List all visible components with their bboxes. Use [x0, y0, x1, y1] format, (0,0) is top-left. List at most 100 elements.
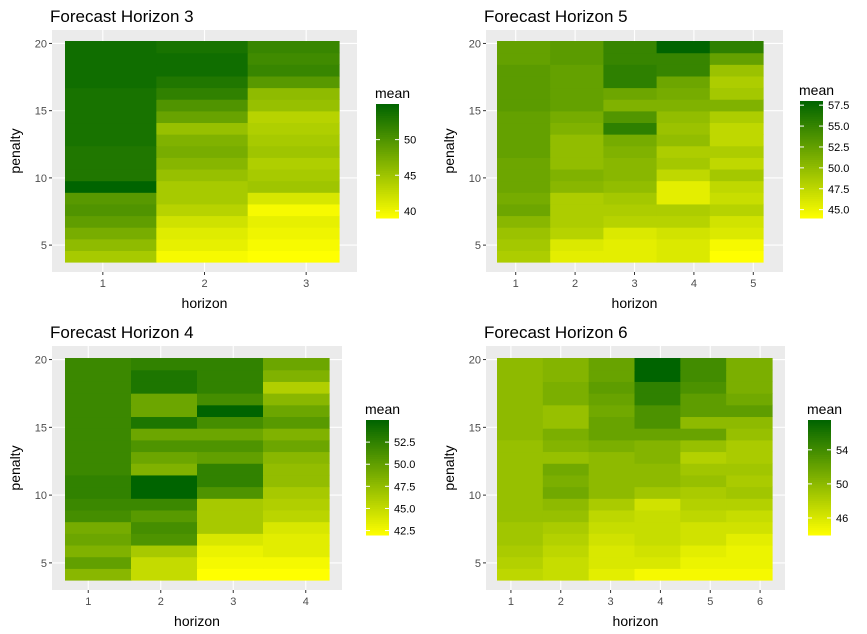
heatmap-cell: [156, 180, 249, 193]
heatmap-cell: [197, 486, 264, 499]
heatmap-cell: [156, 145, 249, 158]
heatmap-cell: [263, 544, 330, 558]
legend-colorbar-segment: [366, 450, 389, 454]
legend-colorbar-segment: [808, 423, 831, 427]
legend-colorbar-segment: [808, 462, 831, 465]
legend-colorbar-segment: [376, 134, 399, 137]
heatmap-cell: [247, 227, 340, 240]
heatmap-cell: [263, 474, 330, 488]
legend-colorbar-segment: [376, 212, 399, 215]
heatmap-cell: [497, 428, 544, 441]
heatmap-cell: [197, 358, 264, 371]
y-tick-label: 5: [475, 240, 481, 252]
heatmap-cell: [603, 110, 658, 124]
legend-colorbar-segment: [376, 166, 399, 170]
heatmap-cell: [497, 381, 544, 394]
y-tick-label: 15: [469, 106, 481, 118]
legend-colorbar-segment: [800, 159, 823, 162]
heatmap-cell: [156, 227, 249, 240]
y-tick-label: 15: [469, 422, 481, 434]
legend-colorbar-segment: [808, 527, 831, 530]
legend-colorbar-segment: [366, 513, 389, 517]
heatmap-cell: [726, 509, 773, 523]
legend-colorbar-segment: [800, 140, 823, 143]
heatmap-cell: [550, 64, 604, 77]
legend-colorbar-segment: [808, 521, 831, 524]
heatmap-cell: [588, 369, 636, 382]
y-tick-label: 5: [41, 240, 47, 252]
legend-colorbar-segment: [376, 174, 399, 177]
heatmap-cell: [709, 250, 764, 263]
heatmap-cell: [588, 533, 636, 546]
legend-colorbar-segment: [808, 525, 831, 528]
legend-colorbar-segment: [808, 446, 831, 450]
heatmap-cell: [603, 99, 658, 112]
heatmap-cell: [680, 439, 727, 453]
heatmap-cell: [65, 474, 132, 488]
heatmap-cell: [550, 157, 604, 170]
legend-tick-label: 57.5: [828, 100, 849, 112]
legend-colorbar-segment: [800, 204, 823, 207]
legend-tick-label: 55.0: [828, 121, 849, 133]
heatmap-cell: [497, 404, 544, 418]
legend-colorbar-segment: [376, 147, 399, 151]
y-axis-label: penalty: [7, 128, 23, 173]
heatmap-cell: [726, 393, 773, 406]
legend-colorbar-segment: [376, 132, 399, 135]
heatmap-cell: [131, 439, 198, 453]
heatmap-cell: [131, 451, 198, 464]
heatmap-cell: [550, 41, 604, 54]
heatmap-cell: [709, 87, 764, 100]
legend-colorbar-segment: [800, 192, 823, 196]
legend-colorbar-segment: [366, 485, 389, 488]
heatmap-cell: [65, 192, 157, 205]
heatmap-cell: [263, 381, 330, 394]
heatmap-cell: [247, 64, 340, 77]
legend-colorbar-segment: [808, 460, 831, 463]
heatmap-cell: [65, 227, 157, 240]
legend-colorbar-segment: [366, 431, 389, 434]
heatmap-cell: [550, 145, 604, 158]
heatmap-cell: [497, 52, 551, 65]
legend-tick-label: 52.5: [394, 437, 415, 449]
legend-colorbar-segment: [366, 487, 389, 490]
heatmap-cell: [497, 64, 551, 77]
legend-colorbar-segment: [808, 443, 831, 446]
legend-colorbar-segment: [366, 479, 389, 482]
heatmap-cell: [603, 215, 658, 228]
legend-colorbar-segment: [366, 521, 389, 524]
heatmap-cell: [603, 238, 658, 251]
y-tick-label: 10: [35, 490, 47, 502]
legend-colorbar-segment: [808, 492, 831, 496]
heatmap-cell: [726, 404, 773, 418]
legend-colorbar-segment: [800, 184, 823, 188]
heatmap-cell: [263, 463, 330, 476]
legend-colorbar-segment: [800, 124, 823, 127]
heatmap-cell: [588, 521, 636, 534]
heatmap-cell: [603, 157, 658, 170]
x-tick-label: 3: [631, 278, 637, 290]
heatmap-cell: [247, 192, 340, 205]
legend-colorbar-segment: [800, 165, 823, 168]
legend-colorbar-segment: [808, 512, 831, 515]
legend-colorbar-segment: [808, 444, 831, 448]
heatmap-cell: [709, 52, 764, 65]
heatmap-cell: [497, 568, 544, 581]
heatmap-cell: [131, 544, 198, 558]
heatmap-cell: [588, 568, 636, 581]
legend-colorbar-segment: [366, 471, 389, 475]
heatmap-cell: [65, 416, 132, 429]
x-tick-label: 3: [303, 278, 309, 290]
heatmap-cell: [656, 192, 711, 205]
heatmap-cell: [726, 474, 773, 488]
heatmap-cell: [497, 533, 544, 546]
legend-colorbar-segment: [808, 529, 831, 532]
heatmap-cell: [497, 250, 551, 263]
legend-colorbar-segment: [808, 464, 831, 467]
heatmap-cell: [65, 381, 132, 394]
legend-colorbar-segment: [376, 151, 399, 154]
heatmap-cell: [263, 451, 330, 464]
legend-colorbar-segment: [366, 425, 389, 429]
heatmap-cell: [634, 463, 681, 476]
legend-colorbar-segment: [800, 110, 823, 114]
